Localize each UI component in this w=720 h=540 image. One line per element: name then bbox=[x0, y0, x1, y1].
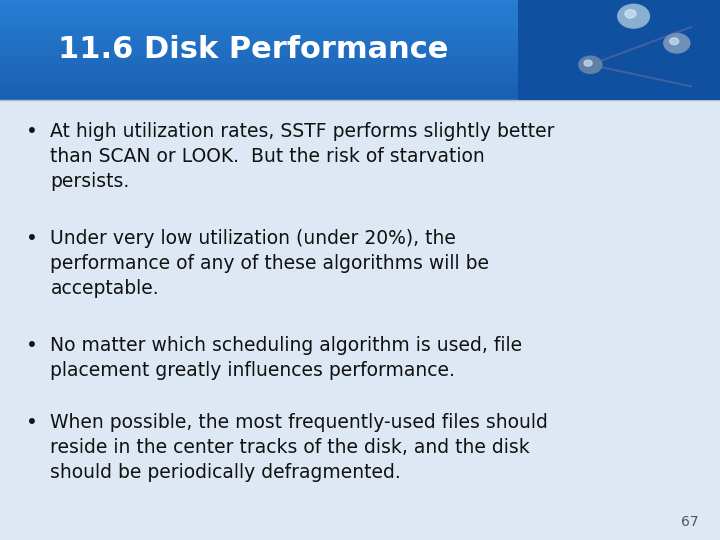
Circle shape bbox=[579, 56, 602, 73]
FancyBboxPatch shape bbox=[0, 30, 720, 32]
Text: 11.6 Disk Performance: 11.6 Disk Performance bbox=[58, 36, 448, 64]
Circle shape bbox=[625, 10, 636, 18]
Text: 67: 67 bbox=[681, 515, 698, 529]
FancyBboxPatch shape bbox=[0, 20, 720, 23]
FancyBboxPatch shape bbox=[0, 83, 720, 85]
FancyBboxPatch shape bbox=[0, 37, 720, 40]
Text: When possible, the most frequently-used files should
reside in the center tracks: When possible, the most frequently-used … bbox=[50, 413, 548, 482]
FancyBboxPatch shape bbox=[0, 48, 720, 50]
FancyBboxPatch shape bbox=[0, 50, 720, 52]
Text: Under very low utilization (under 20%), the
performance of any of these algorith: Under very low utilization (under 20%), … bbox=[50, 229, 490, 298]
FancyBboxPatch shape bbox=[0, 72, 720, 75]
FancyBboxPatch shape bbox=[0, 65, 720, 68]
FancyBboxPatch shape bbox=[0, 32, 720, 35]
FancyBboxPatch shape bbox=[0, 10, 720, 12]
FancyBboxPatch shape bbox=[0, 97, 720, 100]
FancyBboxPatch shape bbox=[0, 35, 720, 37]
Circle shape bbox=[664, 33, 690, 53]
FancyBboxPatch shape bbox=[0, 15, 720, 17]
FancyBboxPatch shape bbox=[0, 28, 720, 30]
FancyBboxPatch shape bbox=[0, 45, 720, 48]
FancyBboxPatch shape bbox=[0, 0, 720, 3]
Text: •: • bbox=[27, 229, 38, 248]
FancyBboxPatch shape bbox=[0, 95, 720, 97]
FancyBboxPatch shape bbox=[0, 85, 720, 87]
FancyBboxPatch shape bbox=[0, 92, 720, 95]
FancyBboxPatch shape bbox=[0, 52, 720, 55]
FancyBboxPatch shape bbox=[0, 55, 720, 57]
FancyBboxPatch shape bbox=[0, 40, 720, 43]
FancyBboxPatch shape bbox=[0, 12, 720, 15]
FancyBboxPatch shape bbox=[0, 80, 720, 83]
FancyBboxPatch shape bbox=[0, 60, 720, 63]
FancyBboxPatch shape bbox=[0, 5, 720, 8]
Circle shape bbox=[670, 38, 679, 45]
FancyBboxPatch shape bbox=[0, 75, 720, 77]
Text: •: • bbox=[27, 336, 38, 355]
Text: No matter which scheduling algorithm is used, file
placement greatly influences : No matter which scheduling algorithm is … bbox=[50, 336, 523, 380]
Circle shape bbox=[584, 60, 592, 66]
Text: At high utilization rates, SSTF performs slightly better
than SCAN or LOOK.  But: At high utilization rates, SSTF performs… bbox=[50, 122, 555, 191]
FancyBboxPatch shape bbox=[0, 77, 720, 80]
FancyBboxPatch shape bbox=[0, 70, 720, 72]
FancyBboxPatch shape bbox=[0, 57, 720, 60]
FancyBboxPatch shape bbox=[0, 68, 720, 70]
FancyBboxPatch shape bbox=[0, 90, 720, 92]
FancyBboxPatch shape bbox=[0, 63, 720, 65]
FancyBboxPatch shape bbox=[0, 43, 720, 45]
FancyBboxPatch shape bbox=[0, 23, 720, 25]
FancyBboxPatch shape bbox=[518, 0, 720, 100]
FancyBboxPatch shape bbox=[0, 3, 720, 5]
Text: •: • bbox=[27, 413, 38, 431]
FancyBboxPatch shape bbox=[0, 87, 720, 90]
FancyBboxPatch shape bbox=[0, 100, 720, 540]
Circle shape bbox=[618, 4, 649, 28]
Text: •: • bbox=[27, 122, 38, 140]
FancyBboxPatch shape bbox=[0, 8, 720, 10]
FancyBboxPatch shape bbox=[0, 25, 720, 28]
FancyBboxPatch shape bbox=[0, 17, 720, 20]
